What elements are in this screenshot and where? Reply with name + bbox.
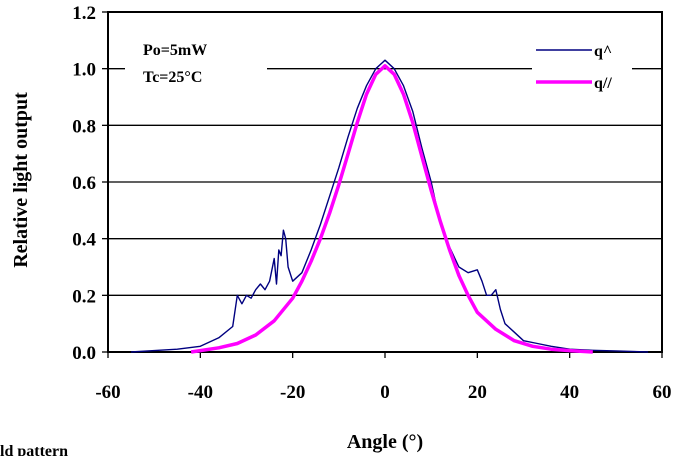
legend-label-q-parallel: q// [594,75,612,92]
legend-label-q-perp: q^ [594,43,612,60]
series-group [131,59,649,354]
x-axis-title: Angle (°) [347,431,423,453]
y-tick-label: 0.8 [72,116,96,137]
x-tick-label: -40 [188,382,213,403]
annotation-temperature: Tc=25°C [143,69,202,86]
x-tick-label: -20 [280,382,305,403]
y-tick-label: 0.2 [72,286,96,307]
x-axis-ticks: -60 -40 -20 0 20 40 60 [95,352,672,403]
y-axis-title: Relative light output [10,92,32,268]
x-tick-label: 40 [560,382,579,403]
annotation-power: Po=5mW [143,42,207,59]
x-tick-label: 20 [468,382,487,403]
y-tick-label: 0.4 [72,230,96,251]
series-line-q-perp [131,59,649,353]
series-line-q-parallel [190,64,593,354]
y-tick-label: 0.0 [72,343,96,364]
y-tick-label: 0.6 [72,173,96,194]
y-tick-label: 1.2 [72,3,96,24]
gridlines [108,68,662,296]
y-axis-ticks: 0.0 0.2 0.4 0.6 0.8 1.0 1.2 [72,3,108,364]
annotation-box [125,35,267,95]
x-tick-label: 0 [380,382,390,403]
y-tick-label: 1.0 [72,60,96,81]
x-tick-label: 60 [653,382,672,403]
x-tick-label: -60 [95,382,120,403]
legend-box [532,35,632,95]
caption-fragment: ld pattern [0,443,68,456]
legend: q^ q// [532,35,632,95]
